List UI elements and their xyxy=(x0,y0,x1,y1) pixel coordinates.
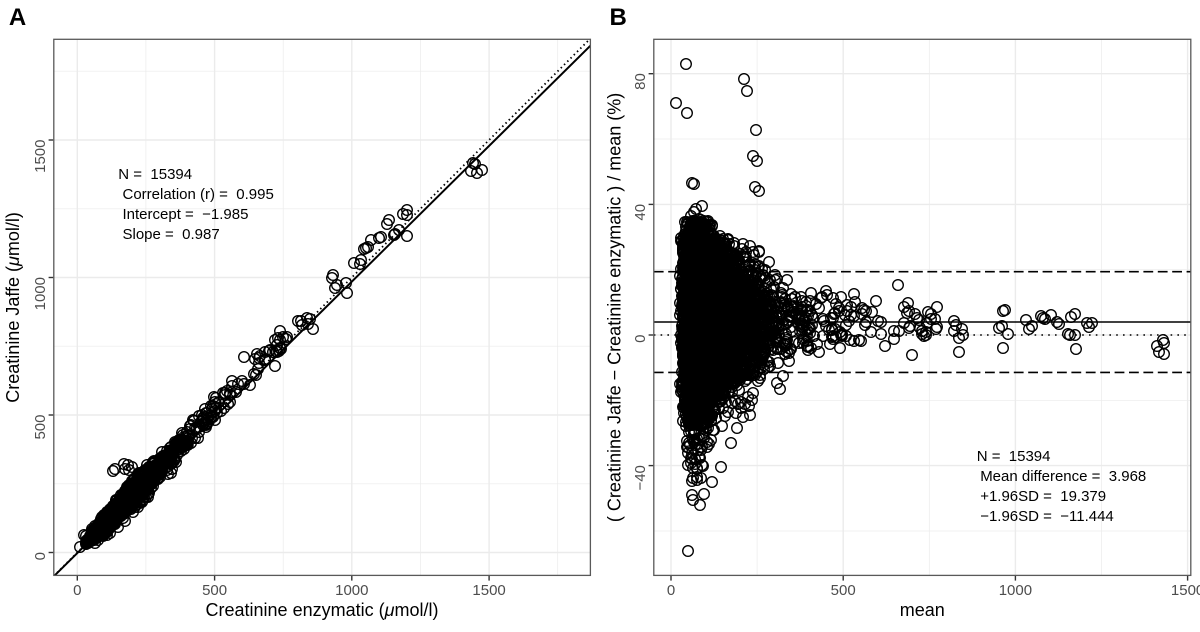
svg-text:B: B xyxy=(610,4,627,31)
svg-text:1500: 1500 xyxy=(472,582,505,599)
svg-text:80: 80 xyxy=(632,73,649,90)
svg-text:Intercept = −1.985: Intercept = −1.985 xyxy=(123,206,249,223)
svg-text:1500: 1500 xyxy=(32,140,49,173)
svg-text:−1.96SD = −11.444: −1.96SD = −11.444 xyxy=(980,508,1114,525)
svg-text:500: 500 xyxy=(202,582,227,599)
svg-text:Mean difference = 3.968: Mean difference = 3.968 xyxy=(980,468,1146,485)
svg-text:Creatinine Jaffe (μmol/l): Creatinine Jaffe (μmol/l) xyxy=(3,212,23,403)
svg-text:1500: 1500 xyxy=(1171,582,1200,599)
svg-text:500: 500 xyxy=(831,582,856,599)
svg-text:A: A xyxy=(9,4,26,31)
svg-text:1000: 1000 xyxy=(999,582,1032,599)
svg-text:40: 40 xyxy=(632,204,649,221)
svg-text:−40: −40 xyxy=(632,465,649,490)
svg-text:500: 500 xyxy=(32,415,49,440)
svg-text:Slope = 0.987: Slope = 0.987 xyxy=(123,226,220,243)
svg-text:1000: 1000 xyxy=(32,277,49,310)
svg-text:1000: 1000 xyxy=(335,582,368,599)
svg-text:Creatinine enzymatic (μmol/l): Creatinine enzymatic (μmol/l) xyxy=(206,600,439,620)
svg-text:N = 15394: N = 15394 xyxy=(118,166,192,183)
svg-text:mean: mean xyxy=(900,600,945,620)
svg-text:N = 15394: N = 15394 xyxy=(977,448,1051,465)
svg-text:0: 0 xyxy=(632,335,649,343)
svg-text:0: 0 xyxy=(667,582,675,599)
svg-text:Correlation (r) = 0.995: Correlation (r) = 0.995 xyxy=(123,186,274,203)
svg-text:( Creatinine Jaffe − Creatinin: ( Creatinine Jaffe − Creatinine enzymati… xyxy=(605,93,625,522)
svg-text:+1.96SD = 19.379: +1.96SD = 19.379 xyxy=(980,488,1106,505)
svg-text:0: 0 xyxy=(73,582,81,599)
svg-text:0: 0 xyxy=(32,552,49,560)
